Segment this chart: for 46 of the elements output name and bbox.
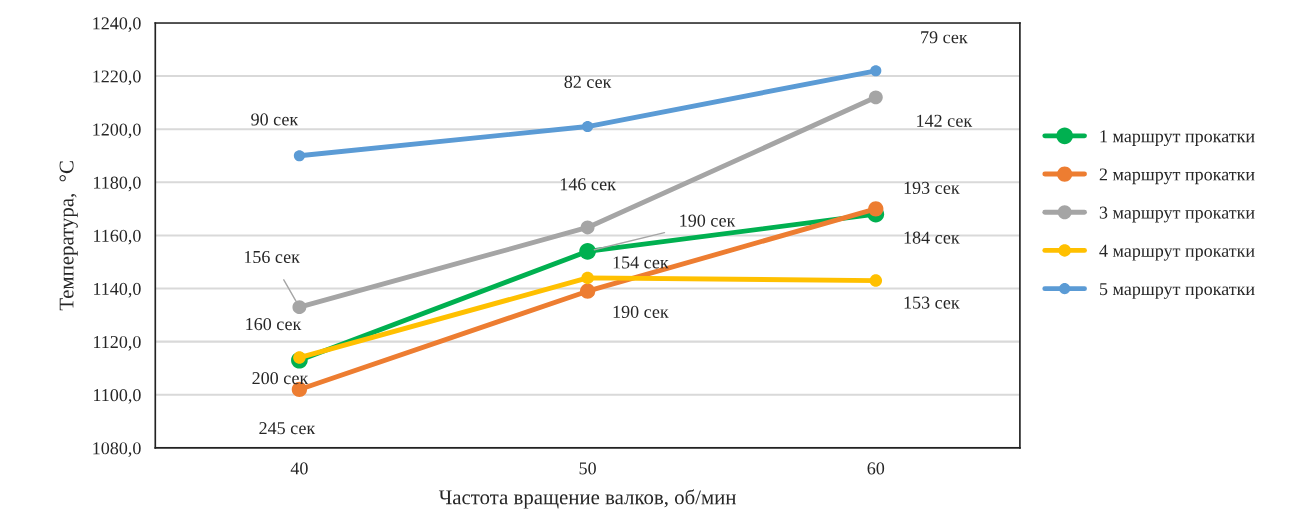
legend-label: 3 маршрут прокатки <box>1099 206 1255 223</box>
point <box>580 220 595 235</box>
annotation: 160 сек <box>246 317 302 331</box>
point <box>870 65 882 77</box>
annotation: 200 сек <box>252 372 309 385</box>
annotation: 142 сек <box>917 114 973 127</box>
x-tick-label: 40 <box>290 462 308 475</box>
y-tick-label: 1160,0 <box>94 229 141 245</box>
y-tick-label: 1220,0 <box>93 70 141 86</box>
y-tick-label: 1080,0 <box>93 442 141 457</box>
annotation: 154 сек <box>613 256 669 269</box>
legend-label: 1 маршрут прокатки <box>1100 130 1255 147</box>
point <box>581 271 594 285</box>
point <box>869 274 883 287</box>
annotation: 193 сек <box>904 181 960 194</box>
legend-label: 4 маршрут прокатки <box>1099 244 1255 261</box>
point <box>293 351 306 364</box>
annotation: 79 сек <box>921 31 968 44</box>
y-tick-label: 1200,0 <box>93 123 141 139</box>
point <box>582 120 594 133</box>
annotation: 184 сек <box>904 231 960 244</box>
point <box>292 300 307 315</box>
y-axis-title: Температура, °С <box>59 161 78 311</box>
annotation: 82 сек <box>564 75 612 88</box>
point <box>293 150 305 162</box>
legend-label: 5 маршрут прокатки <box>1100 283 1255 299</box>
x-tick-label: 50 <box>579 462 596 475</box>
point <box>868 201 884 217</box>
y-tick-label: 1100,0 <box>94 389 141 404</box>
point <box>579 243 596 260</box>
annotation: 153 сек <box>904 296 960 309</box>
annotation: 156 сек <box>244 250 300 264</box>
annotation: 90 сек <box>251 113 299 126</box>
y-tick-label: 1140,0 <box>94 282 141 298</box>
x-tick-label: 60 <box>867 462 885 475</box>
y-tick-label: 1120,0 <box>94 335 141 351</box>
annotation: 245 сек <box>259 422 316 435</box>
x-axis-title: Частота вращение валков, об/мин <box>438 489 736 509</box>
legend-label: 2 маршрут прокатки <box>1099 168 1255 185</box>
y-tick-label: 1240,0 <box>93 17 141 33</box>
annotation: 146 сек <box>560 178 616 191</box>
point <box>579 283 596 299</box>
annotation: 190 сек <box>613 305 669 318</box>
y-tick-label: 1180,0 <box>94 176 141 192</box>
annotation: 190 сек <box>680 214 736 227</box>
point <box>868 90 883 105</box>
